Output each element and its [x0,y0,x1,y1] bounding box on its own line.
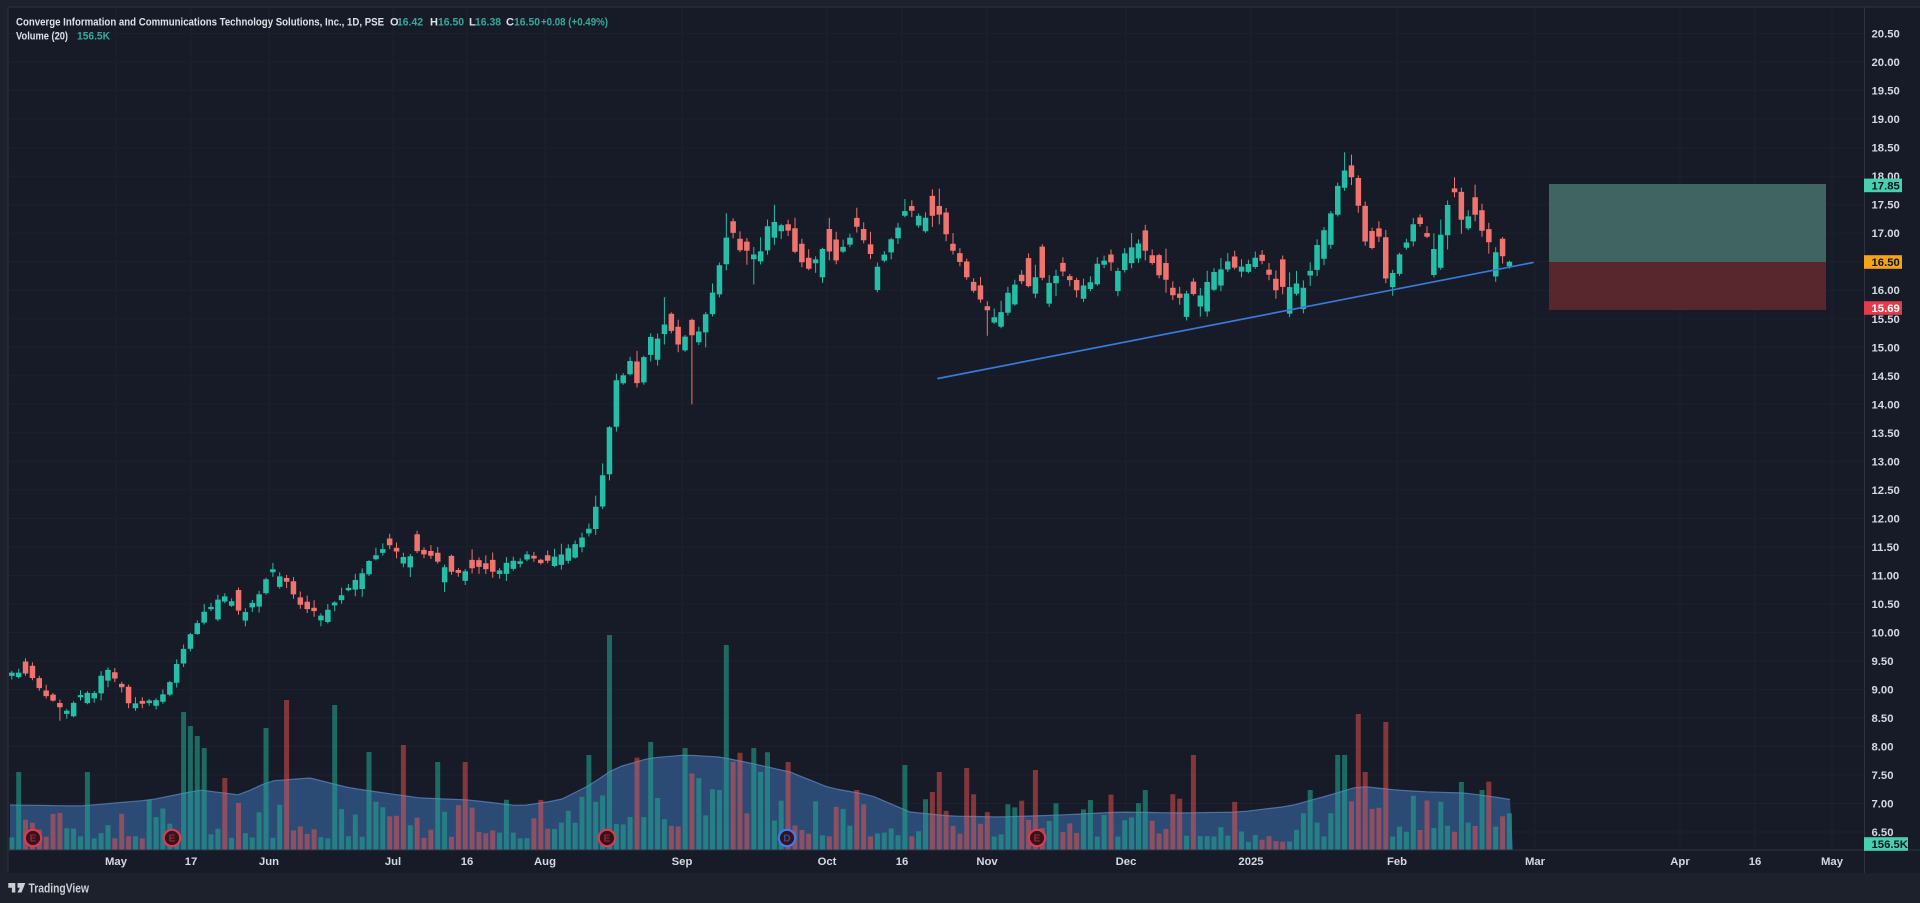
svg-text:14.50: 14.50 [1872,371,1900,383]
svg-text:17.85: 17.85 [1872,181,1900,193]
svg-text:9.50: 9.50 [1872,656,1894,668]
svg-text:Sep: Sep [672,856,693,868]
svg-text:13.50: 13.50 [1872,428,1900,440]
svg-text:156.5K: 156.5K [1872,839,1909,851]
svg-text:17: 17 [185,856,198,868]
svg-text:156.5K: 156.5K [77,31,110,43]
svg-text:May: May [1821,856,1844,868]
svg-text:18.50: 18.50 [1872,143,1900,155]
svg-text:10.50: 10.50 [1872,599,1900,611]
svg-text:12.00: 12.00 [1872,513,1900,525]
svg-text:19.00: 19.00 [1872,114,1900,126]
svg-text:L: L [469,17,476,29]
svg-text:Converge Information and Commu: Converge Information and Communications … [16,17,384,29]
svg-text:Dec: Dec [1116,856,1137,868]
svg-text:6.50: 6.50 [1872,827,1894,839]
svg-text:11.00: 11.00 [1872,570,1900,582]
svg-text:E: E [1034,834,1041,845]
svg-text:C: C [506,17,514,29]
svg-text:TradingView: TradingView [29,881,90,896]
svg-text:11.50: 11.50 [1872,542,1900,554]
svg-text:D: D [783,834,790,845]
svg-text:Jun: Jun [259,856,279,868]
svg-text:May: May [105,856,128,868]
svg-text:15.69: 15.69 [1872,303,1900,315]
svg-text:7.50: 7.50 [1872,770,1894,782]
svg-text:Feb: Feb [1387,856,1407,868]
svg-text:Aug: Aug [534,856,556,868]
svg-text:E: E [604,834,611,845]
svg-text:H: H [430,17,438,29]
svg-text:14.00: 14.00 [1872,399,1900,411]
svg-text:13.00: 13.00 [1872,456,1900,468]
svg-text:16.50: 16.50 [514,17,540,29]
svg-text:20.50: 20.50 [1872,29,1900,41]
svg-text:16.42: 16.42 [397,17,423,29]
svg-text:O: O [390,17,399,29]
svg-text:Volume (20): Volume (20) [16,31,68,43]
svg-text:Apr: Apr [1670,856,1690,868]
svg-text:+0.08 (+0.49%): +0.08 (+0.49%) [541,17,608,29]
svg-text:8.50: 8.50 [1872,713,1894,725]
svg-text:E: E [169,834,176,845]
svg-text:16.50: 16.50 [438,17,464,29]
svg-text:19.50: 19.50 [1872,86,1900,98]
svg-text:15.00: 15.00 [1872,342,1900,354]
svg-text:E: E [30,834,37,845]
svg-text:8.00: 8.00 [1872,742,1894,754]
svg-text:15.50: 15.50 [1872,314,1900,326]
svg-text:16: 16 [461,856,474,868]
svg-text:Nov: Nov [976,856,998,868]
svg-text:16.50: 16.50 [1872,257,1900,269]
svg-text:Jul: Jul [385,856,401,868]
svg-text:10.00: 10.00 [1872,627,1900,639]
svg-text:17.50: 17.50 [1872,200,1900,212]
svg-text:17.00: 17.00 [1872,228,1900,240]
svg-text:2025: 2025 [1238,856,1263,868]
svg-text:16: 16 [896,856,909,868]
svg-text:9.00: 9.00 [1872,684,1894,696]
svg-text:16: 16 [1749,856,1762,868]
svg-text:7.00: 7.00 [1872,799,1894,811]
svg-text:Oct: Oct [818,856,837,868]
svg-text:Mar: Mar [1525,856,1546,868]
svg-text:16.00: 16.00 [1872,285,1900,297]
svg-text:16.38: 16.38 [475,17,501,29]
svg-text:20.00: 20.00 [1872,57,1900,69]
svg-text:12.50: 12.50 [1872,485,1900,497]
